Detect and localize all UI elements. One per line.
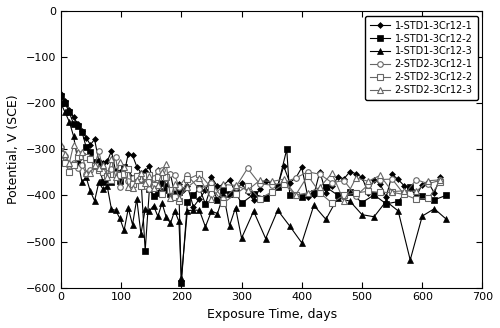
1-STD1-3Cr12-2 [284, 147, 290, 151]
1-STD1-3Cr12-2 [178, 281, 184, 285]
1-STD1-3Cr12-1 [383, 195, 389, 199]
X-axis label: Exposure Time, days: Exposure Time, days [206, 308, 336, 321]
2-STD2-3Cr12-2 [104, 174, 110, 178]
1-STD1-3Cr12-3 [66, 120, 72, 124]
2-STD2-3Cr12-3 [126, 185, 132, 189]
1-STD1-3Cr12-1 [159, 189, 165, 193]
2-STD2-3Cr12-1 [244, 166, 250, 170]
1-STD1-3Cr12-3 [250, 209, 256, 213]
2-STD2-3Cr12-2 [280, 182, 286, 186]
2-STD2-3Cr12-1 [220, 197, 226, 201]
2-STD2-3Cr12-1 [426, 182, 432, 186]
1-STD1-3Cr12-1 [190, 205, 196, 209]
Line: 2-STD2-3Cr12-1: 2-STD2-3Cr12-1 [58, 144, 443, 202]
1-STD1-3Cr12-3 [121, 228, 127, 232]
Line: 2-STD2-3Cr12-2: 2-STD2-3Cr12-2 [58, 151, 443, 206]
1-STD1-3Cr12-2 [58, 94, 64, 98]
1-STD1-3Cr12-3 [444, 217, 450, 221]
2-STD2-3Cr12-3 [121, 165, 127, 169]
2-STD2-3Cr12-2 [121, 172, 127, 176]
Line: 2-STD2-3Cr12-3: 2-STD2-3Cr12-3 [58, 142, 443, 204]
1-STD1-3Cr12-2 [420, 194, 426, 198]
Line: 1-STD1-3Cr12-3: 1-STD1-3Cr12-3 [58, 100, 449, 281]
2-STD2-3Cr12-2 [244, 184, 250, 188]
1-STD1-3Cr12-3 [58, 101, 64, 105]
1-STD1-3Cr12-1 [226, 178, 232, 182]
Legend: 1-STD1-3Cr12-1, 1-STD1-3Cr12-2, 1-STD1-3Cr12-3, 2-STD2-3Cr12-1, 2-STD2-3Cr12-2, : 1-STD1-3Cr12-1, 1-STD1-3Cr12-2, 1-STD1-3… [366, 16, 478, 100]
1-STD1-3Cr12-3 [178, 277, 184, 280]
2-STD2-3Cr12-1 [104, 171, 110, 175]
2-STD2-3Cr12-2 [220, 201, 226, 205]
2-STD2-3Cr12-3 [232, 183, 238, 187]
1-STD1-3Cr12-3 [159, 201, 165, 205]
2-STD2-3Cr12-3 [426, 179, 432, 183]
1-STD1-3Cr12-1 [438, 174, 444, 178]
2-STD2-3Cr12-3 [268, 179, 274, 183]
2-STD2-3Cr12-3 [58, 143, 64, 147]
1-STD1-3Cr12-1 [126, 152, 132, 155]
2-STD2-3Cr12-2 [438, 180, 444, 184]
1-STD1-3Cr12-2 [112, 173, 118, 177]
1-STD1-3Cr12-2 [238, 201, 244, 205]
Line: 1-STD1-3Cr12-2: 1-STD1-3Cr12-2 [58, 93, 449, 286]
1-STD1-3Cr12-1 [58, 92, 64, 96]
1-STD1-3Cr12-1 [371, 177, 377, 181]
2-STD2-3Cr12-3 [341, 199, 347, 203]
2-STD2-3Cr12-1 [438, 178, 444, 182]
Line: 1-STD1-3Cr12-1: 1-STD1-3Cr12-1 [59, 92, 442, 209]
2-STD2-3Cr12-3 [438, 178, 444, 182]
Y-axis label: Potential, V (SCE): Potential, V (SCE) [7, 94, 20, 204]
1-STD1-3Cr12-2 [347, 190, 353, 194]
1-STD1-3Cr12-3 [70, 134, 76, 138]
1-STD1-3Cr12-2 [117, 179, 123, 183]
2-STD2-3Cr12-2 [58, 152, 64, 156]
2-STD2-3Cr12-1 [280, 180, 286, 184]
2-STD2-3Cr12-2 [426, 196, 432, 200]
2-STD2-3Cr12-2 [126, 167, 132, 171]
1-STD1-3Cr12-1 [401, 184, 407, 188]
2-STD2-3Cr12-3 [104, 175, 110, 179]
1-STD1-3Cr12-2 [444, 193, 450, 197]
2-STD2-3Cr12-1 [58, 145, 64, 149]
2-STD2-3Cr12-1 [121, 173, 127, 177]
1-STD1-3Cr12-3 [238, 236, 244, 240]
2-STD2-3Cr12-1 [126, 179, 132, 183]
